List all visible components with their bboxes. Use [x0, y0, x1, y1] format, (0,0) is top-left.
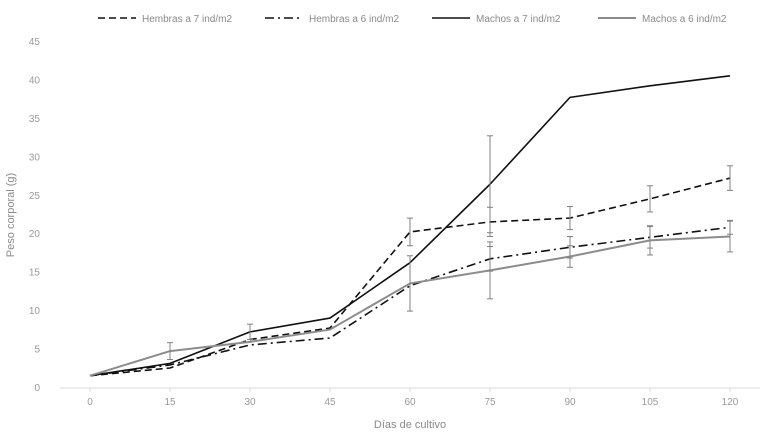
y-tick-label: 20	[29, 229, 41, 240]
y-tick-label: 0	[34, 383, 40, 394]
x-tick-label: 0	[87, 397, 93, 408]
x-tick-label: 15	[164, 397, 176, 408]
series-line-1	[89, 177, 731, 377]
y-axis-title: Peso corporal (g)	[5, 173, 17, 257]
x-tick-label: 60	[404, 397, 416, 408]
legend: Hembras a 7 ind/m2 Hembras a 6 ind/m2 Mach…	[98, 14, 727, 25]
y-tick-label: 5	[34, 345, 40, 356]
error-bars	[167, 135, 733, 361]
x-axis: 0 15 30 45 60 75 90 105 120	[60, 387, 760, 408]
y-tick-label: 35	[29, 114, 41, 125]
x-tick-label: 120	[722, 397, 739, 408]
y-tick-label: 10	[29, 306, 41, 317]
x-axis-title: Días de cultivo	[374, 419, 446, 431]
legend-label-2: Hembras a 6 ind/m2	[309, 14, 399, 25]
y-tick-label: 15	[29, 268, 41, 279]
x-tick-label: 90	[564, 397, 576, 408]
legend-label-4: Machos a 6 ind/m2	[642, 14, 727, 25]
y-tick-label: 25	[29, 191, 41, 202]
x-tick-label: 75	[484, 397, 496, 408]
legend-label-3: Machos a 7 ind/m2	[476, 14, 561, 25]
x-tick-label: 45	[324, 397, 336, 408]
y-tick-label: 40	[29, 75, 41, 86]
legend-label-1: Hembras a 7 ind/m2	[142, 14, 232, 25]
y-tick-label: 45	[29, 37, 41, 48]
y-tick-label: 30	[29, 152, 41, 163]
x-tick-label: 30	[244, 397, 256, 408]
x-tick-label: 105	[642, 397, 659, 408]
series-line-2	[89, 226, 731, 377]
y-axis: 0 5 10 15 20 25 30 35 40 45	[29, 37, 41, 394]
